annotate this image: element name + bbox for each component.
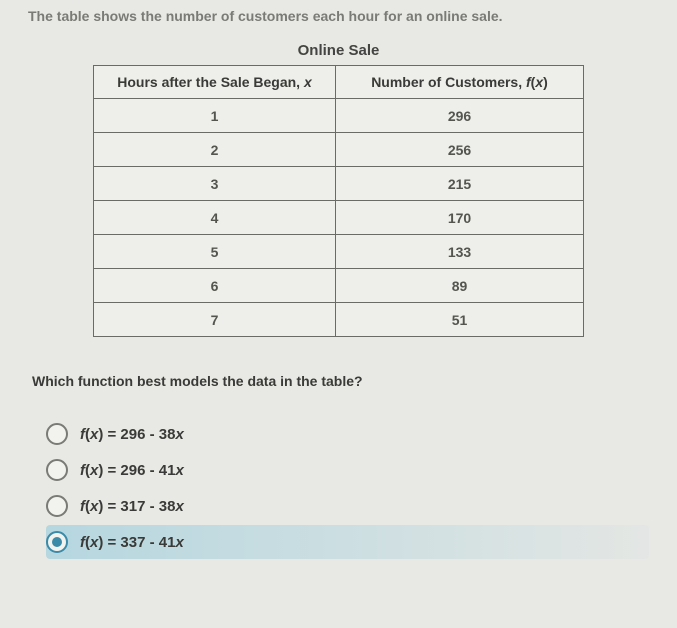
cell-x: 7 (94, 303, 336, 337)
table-title: Online Sale (28, 42, 649, 59)
radio-icon[interactable] (46, 423, 68, 445)
answer-option[interactable]: f(x) = 337 - 41x (46, 525, 649, 559)
header-x: Hours after the Sale Began, x (94, 66, 336, 99)
radio-icon[interactable] (46, 495, 68, 517)
table-row: 751 (94, 303, 584, 337)
table-row: 1296 (94, 99, 584, 133)
cell-x: 5 (94, 235, 336, 269)
cell-fx: 133 (336, 235, 584, 269)
cell-x: 6 (94, 269, 336, 303)
table-row: 5133 (94, 235, 584, 269)
cell-fx: 51 (336, 303, 584, 337)
option-label: f(x) = 337 - 41x (80, 534, 184, 551)
option-label: f(x) = 317 - 38x (80, 498, 184, 515)
cell-x: 2 (94, 133, 336, 167)
cell-fx: 215 (336, 167, 584, 201)
table-row: 4170 (94, 201, 584, 235)
cell-x: 1 (94, 99, 336, 133)
answer-option[interactable]: f(x) = 317 - 38x (46, 489, 649, 523)
intro-text: The table shows the number of customers … (28, 8, 649, 24)
cell-x: 3 (94, 167, 336, 201)
table-row: 2256 (94, 133, 584, 167)
data-table: Hours after the Sale Began, x Number of … (93, 65, 584, 337)
radio-icon[interactable] (46, 531, 68, 553)
cell-x: 4 (94, 201, 336, 235)
header-fx: Number of Customers, f(x) (336, 66, 584, 99)
question-text: Which function best models the data in t… (32, 373, 649, 389)
radio-icon[interactable] (46, 459, 68, 481)
cell-fx: 256 (336, 133, 584, 167)
option-label: f(x) = 296 - 41x (80, 462, 184, 479)
cell-fx: 170 (336, 201, 584, 235)
table-row: 689 (94, 269, 584, 303)
answer-option[interactable]: f(x) = 296 - 38x (46, 417, 649, 451)
table-row: 3215 (94, 167, 584, 201)
cell-fx: 296 (336, 99, 584, 133)
answer-option[interactable]: f(x) = 296 - 41x (46, 453, 649, 487)
cell-fx: 89 (336, 269, 584, 303)
options-group: f(x) = 296 - 38x f(x) = 296 - 41x f(x) = 3… (46, 417, 649, 559)
option-label: f(x) = 296 - 38x (80, 426, 184, 443)
